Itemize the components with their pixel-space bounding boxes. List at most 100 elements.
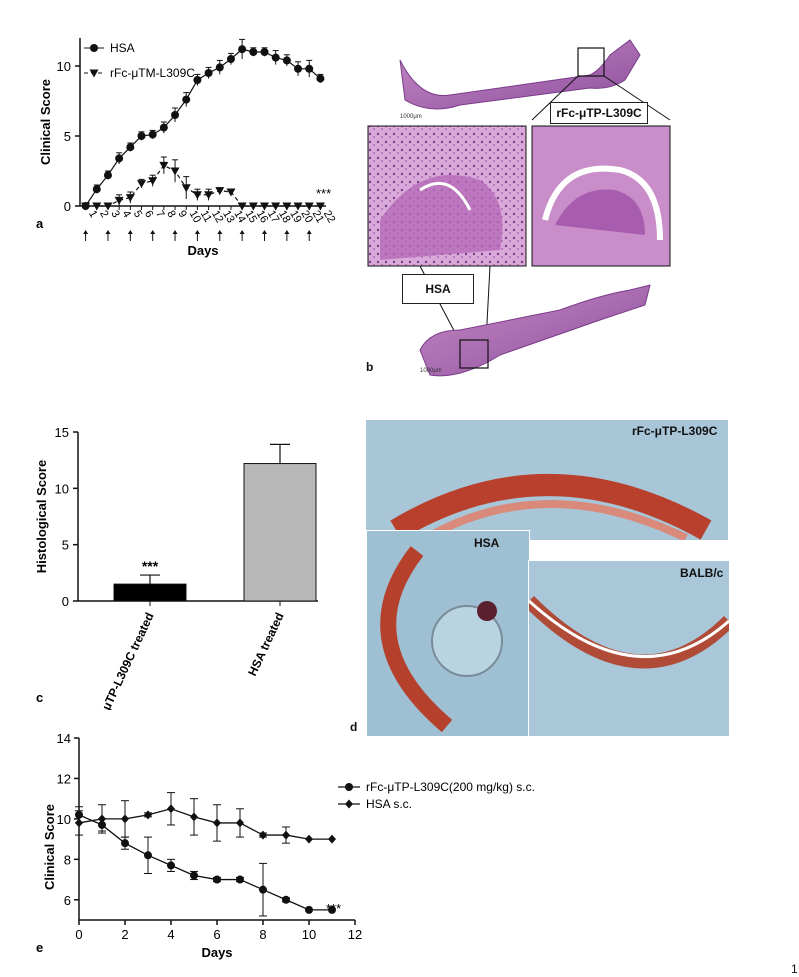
dosing-arrow-head <box>217 230 223 234</box>
x-tick-label-a: 10 <box>187 209 204 226</box>
data-point-a <box>137 180 146 189</box>
y-axis-label-c: Histological Score <box>34 460 49 573</box>
y-tick-label-e: 14 <box>57 731 71 746</box>
series-a-0 <box>81 38 325 210</box>
data-point-a <box>92 185 101 194</box>
data-point-e <box>190 871 198 880</box>
data-point-e <box>305 905 313 914</box>
x-tick-label-a: 3 <box>108 209 121 220</box>
dosing-arrow-head <box>127 230 133 234</box>
dosing-arrow-head <box>172 230 178 234</box>
data-point-a <box>293 202 303 211</box>
significance-e: *** <box>326 901 341 916</box>
x-tick-label-e: 0 <box>75 927 82 942</box>
x-tick-label-a: 20 <box>298 209 315 226</box>
panel-c: 0 5 10 15 Histological Score rFc-μTP-L309C tr… <box>0 410 360 733</box>
data-point-a <box>170 167 180 176</box>
x-tick-label-a: 1 <box>86 209 99 220</box>
bar-c-0 <box>113 583 187 602</box>
dosing-arrow-head <box>239 230 245 234</box>
scale-bar-bottom: 1000μm <box>420 368 442 374</box>
panel-label-b: b <box>366 360 374 374</box>
data-point-e <box>75 818 83 828</box>
x-axis-label-a: Days <box>187 243 218 258</box>
data-point-a <box>159 123 168 132</box>
x-tick-label-a: 17 <box>265 209 282 226</box>
data-point-e <box>282 830 290 840</box>
x-tick-label-e: 6 <box>213 927 220 942</box>
chart-a: 051012345678910111213141516171819202122D… <box>36 38 337 258</box>
x-tick-label-a: 11 <box>198 209 214 225</box>
panel-b: 1000μm 1000μm rFc-μTP-L309C HSA b <box>360 20 680 380</box>
data-point-e <box>236 818 244 828</box>
dosing-arrow-head <box>284 230 290 234</box>
dosing-arrow-head <box>105 230 111 234</box>
data-point-a <box>114 196 124 205</box>
data-point-e <box>213 818 221 828</box>
series-line-e <box>78 814 332 911</box>
y-tick-label-c: 5 <box>62 538 69 553</box>
x-tick-label-a: 6 <box>142 209 155 220</box>
data-point-e <box>282 895 290 904</box>
x-tick-label-e: 10 <box>302 927 316 942</box>
label-balbc-d: BALB/c <box>680 566 724 580</box>
y-tick-label-a: 10 <box>57 59 71 74</box>
x-tick-label-a: 13 <box>220 209 237 226</box>
data-point-a <box>260 202 269 211</box>
x-tick-label-a: 16 <box>254 209 271 226</box>
legend-marker-e <box>345 783 353 791</box>
chart-e: 6 8 10 12 14 0 2 4 6 8 10 12 Days Clinical Score rFc-μ… <box>36 731 535 960</box>
data-point-a <box>271 202 281 211</box>
data-point-a <box>305 64 314 73</box>
y-tick-label-e: 8 <box>64 852 71 867</box>
panel-label-c: c <box>36 690 43 705</box>
series-line-a <box>85 164 321 207</box>
data-point-a <box>282 202 292 211</box>
label-rfc-d: rFc-μTP-L309C <box>632 424 718 438</box>
x-tick-label-a: 19 <box>287 209 304 226</box>
label-hsa-d: HSA <box>474 536 500 550</box>
data-point-a <box>92 202 102 211</box>
x-tick-label-e: 12 <box>348 927 362 942</box>
y-axis-label-e: Clinical Score <box>42 804 57 890</box>
x-tick-label-c: HSA treated <box>245 610 287 678</box>
data-point-a <box>115 154 124 163</box>
y-axis-label-a: Clinical Score <box>38 79 53 165</box>
data-point-e <box>236 875 244 884</box>
x-tick-label-a: 5 <box>131 209 144 220</box>
x-tick-label-a: 7 <box>153 209 166 220</box>
data-point-a <box>137 132 146 140</box>
x-tick-label-e: 8 <box>259 927 266 942</box>
data-point-e <box>259 885 267 894</box>
data-point-e <box>328 905 336 914</box>
y-tick-label-e: 10 <box>57 812 71 827</box>
y-tick-label-a: 0 <box>64 199 71 214</box>
legend-marker-e <box>345 799 353 809</box>
x-tick-label-a: 15 <box>243 209 260 226</box>
panel-a: 0 5 10 1 2 3 4 5 6 7 8 9 10 11 12 13 14 15 16 17 18 19 20 21 22 D… <box>0 0 360 270</box>
y-tick-label-c: 15 <box>55 425 69 440</box>
x-tick-label-e: 4 <box>167 927 174 942</box>
data-point-a <box>226 55 235 63</box>
x-tick-label-a: 18 <box>276 209 293 226</box>
data-point-e <box>167 804 175 814</box>
bar-c-1 <box>243 463 317 602</box>
label-rfc-box: rFc-μTP-L309C <box>550 102 648 124</box>
data-point-e <box>144 810 152 820</box>
data-point-e <box>190 812 198 822</box>
dosing-arrow-head <box>150 230 156 234</box>
data-point-a <box>103 202 113 211</box>
x-tick-label-a: 14 <box>231 209 248 226</box>
legend-label-e: HSA s.c. <box>366 797 412 811</box>
data-point-e <box>328 834 336 844</box>
data-point-e <box>259 830 267 840</box>
data-point-a <box>316 74 325 83</box>
x-tick-label-a: 4 <box>120 209 133 220</box>
data-point-a <box>271 53 280 62</box>
data-point-a <box>204 69 213 77</box>
data-point-a <box>260 48 269 56</box>
y-tick-label-c: 10 <box>55 481 69 496</box>
data-point-e <box>305 834 313 844</box>
y-tick-label-e: 6 <box>64 893 71 908</box>
micrograph-balbc <box>528 560 730 737</box>
